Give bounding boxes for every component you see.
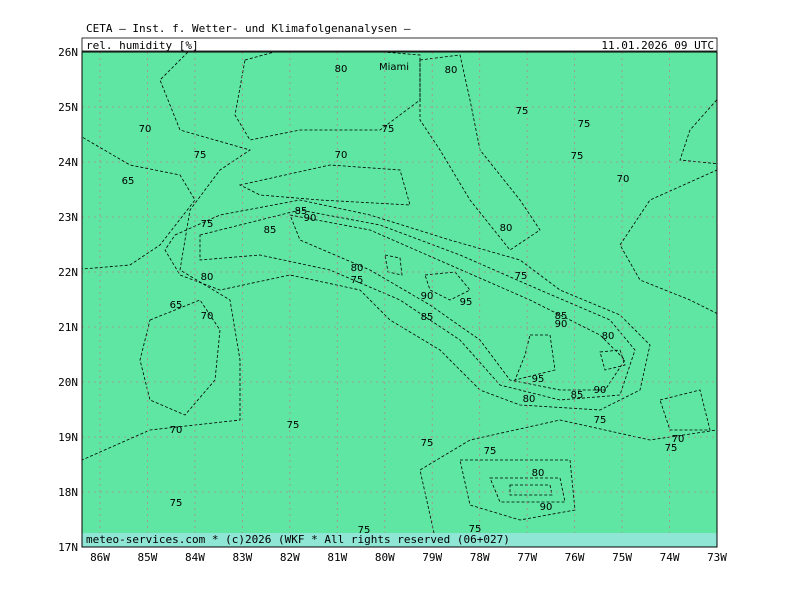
contour-label: 65	[170, 300, 183, 311]
lon-label: 77W	[517, 551, 537, 564]
footer-credit: meteo-services.com * (c)2026 (WKF * All …	[86, 533, 510, 546]
contour-label: 85	[295, 206, 308, 217]
contour-label: 70	[139, 124, 152, 135]
contour-label: 70	[170, 425, 183, 436]
lat-label: 23N	[58, 211, 78, 224]
lat-label: 22N	[58, 266, 78, 279]
contour-label: 75	[358, 525, 371, 536]
lon-label: 74W	[660, 551, 680, 564]
lon-label: 82W	[280, 551, 300, 564]
lon-label: 83W	[232, 551, 252, 564]
contour-label: 75	[201, 219, 214, 230]
header-box	[81, 37, 718, 52]
parameter-label: rel. humidity [%]	[86, 39, 199, 52]
valid-time: 11.01.2026 09 UTC	[601, 39, 714, 52]
lat-label: 19N	[58, 431, 78, 444]
contour-label: 75	[665, 443, 678, 454]
lat-label: 21N	[58, 321, 78, 334]
lon-label: 84W	[185, 551, 205, 564]
contour-label: 70	[335, 150, 348, 161]
contour-label: 75	[287, 420, 300, 431]
contour-label: 70	[617, 174, 630, 185]
contour-label: 95	[532, 374, 545, 385]
lat-label: 20N	[58, 376, 78, 389]
contour-label: 75	[194, 150, 207, 161]
contour-label: 80	[445, 65, 458, 76]
contour-label: 90	[540, 502, 553, 513]
contour-label: 85	[421, 312, 434, 323]
contour-label: 80	[602, 331, 615, 342]
contour-label: 90	[594, 385, 607, 396]
place-label: Miami	[379, 62, 409, 73]
contour-label: 80	[351, 263, 364, 274]
contour-label: 75	[421, 438, 434, 449]
contour-label: 80	[500, 223, 513, 234]
contour-label: 80	[523, 394, 536, 405]
contour-label: 80	[335, 64, 348, 75]
contour-label: 95	[460, 297, 473, 308]
contour-label: 65	[122, 176, 135, 187]
contour-label: 75	[351, 275, 364, 286]
lat-label: 25N	[58, 101, 78, 114]
contour-label: 90	[421, 291, 434, 302]
contour-label: 75	[469, 524, 482, 535]
lat-label: 24N	[58, 156, 78, 169]
lat-label: 17N	[58, 541, 78, 554]
contour-label: 90	[304, 213, 317, 224]
contour-label: 75	[516, 106, 529, 117]
header-title: CETA — Inst. f. Wetter- und Klimafolgena…	[86, 22, 411, 35]
contour-label: 85	[555, 311, 568, 322]
contour-label: 75	[571, 151, 584, 162]
contour-label: 70	[201, 311, 214, 322]
lon-label: 78W	[470, 551, 490, 564]
lon-label: 85W	[138, 551, 158, 564]
contour-label: 85	[571, 390, 584, 401]
contour-label: 75	[594, 415, 607, 426]
lon-label: 75W	[612, 551, 632, 564]
lon-label: 79W	[422, 551, 442, 564]
contour-label: 75	[170, 498, 183, 509]
contour-label: 90	[555, 319, 568, 330]
contour-label: 75	[515, 271, 528, 282]
lon-label: 73W	[707, 551, 727, 564]
map-frame	[81, 51, 718, 548]
lat-label: 18N	[58, 486, 78, 499]
contour-label: 75	[484, 446, 497, 457]
contour-label: 80	[201, 272, 214, 283]
lon-label: 76W	[565, 551, 585, 564]
lon-label: 86W	[90, 551, 110, 564]
lon-label: 81W	[327, 551, 347, 564]
contour-label: 80	[532, 468, 545, 479]
contour-label: 70	[672, 434, 685, 445]
contour-label: 75	[578, 119, 591, 130]
contour-label: 85	[264, 225, 277, 236]
contour-label: 75	[382, 124, 395, 135]
lon-label: 80W	[375, 551, 395, 564]
lat-label: 26N	[58, 46, 78, 59]
